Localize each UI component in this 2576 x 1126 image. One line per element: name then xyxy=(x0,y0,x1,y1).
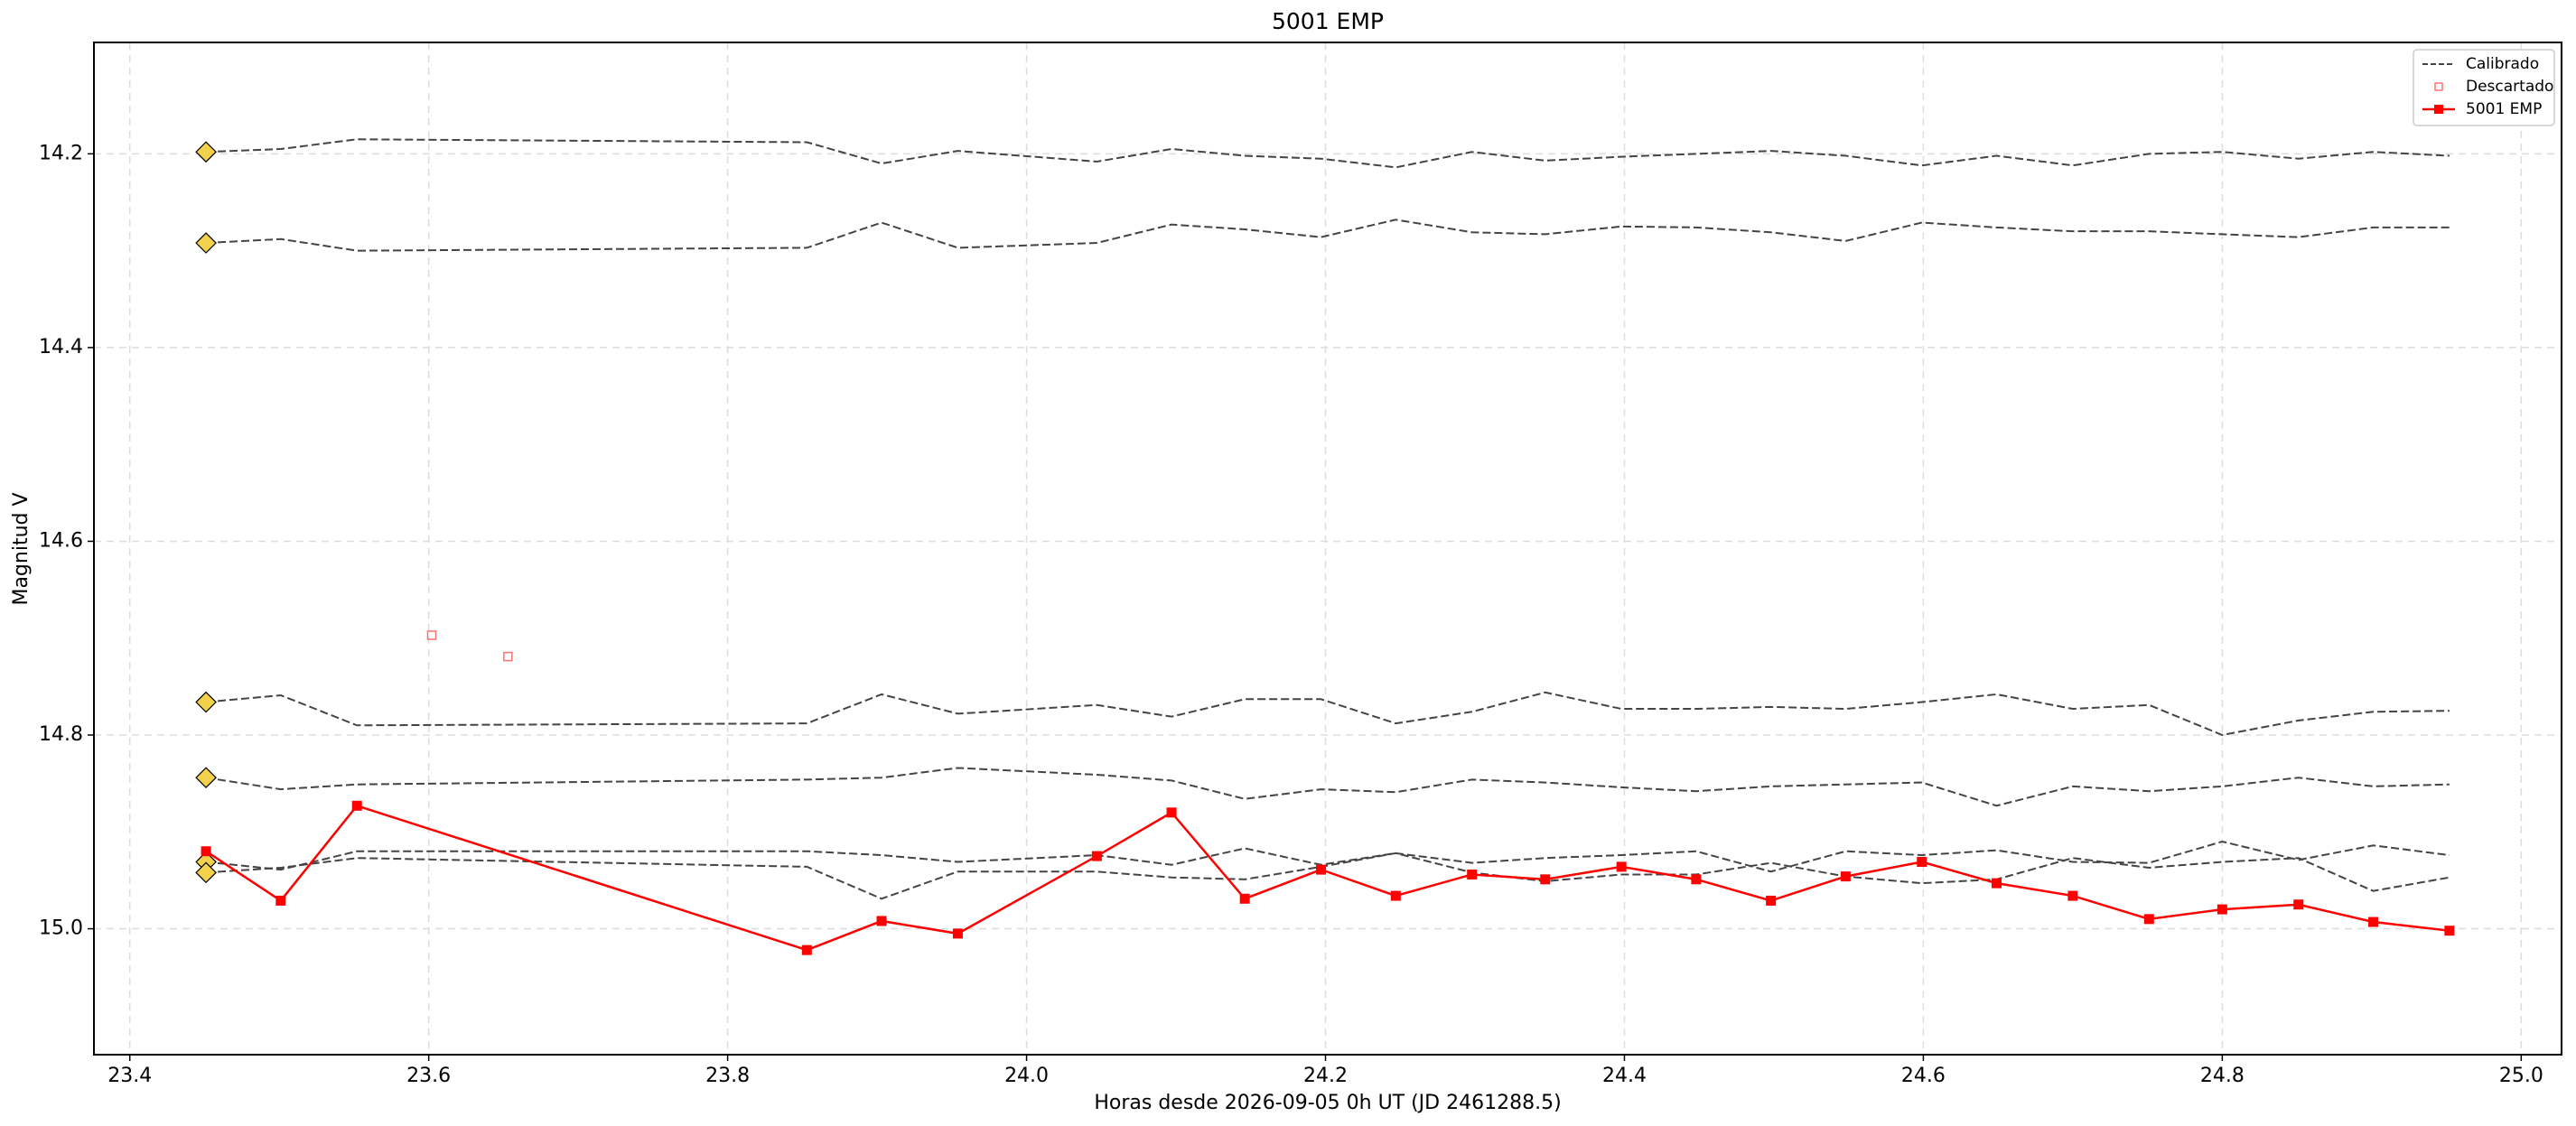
y-tick-label: 14.2 xyxy=(39,142,83,164)
calibrated-line xyxy=(206,691,2450,737)
target-point xyxy=(876,916,887,926)
x-tick-label: 25.0 xyxy=(2499,1065,2543,1087)
target-point xyxy=(1766,895,1777,906)
y-tick-label: 14.8 xyxy=(39,723,83,746)
x-tick-label: 23.8 xyxy=(705,1065,750,1087)
y-tick-label: 15.0 xyxy=(39,917,83,940)
target-point xyxy=(2217,904,2227,915)
legend-label: 5001 EMP xyxy=(2466,100,2542,118)
y-tick-label: 14.4 xyxy=(39,336,83,358)
x-axis-label: Horas desde 2026-09-05 0h UT (JD 2461288… xyxy=(1094,1092,1561,1114)
discarded-point xyxy=(426,630,437,640)
target-point xyxy=(1540,874,1551,885)
calibrated-line xyxy=(205,767,2450,807)
legend-label: Calibrado xyxy=(2466,55,2539,73)
target-point xyxy=(1917,857,1927,868)
legend-box xyxy=(2413,49,2555,126)
first-point-marker xyxy=(195,767,217,789)
chart-title: 5001 EMP xyxy=(1272,8,1384,34)
calibrated-line xyxy=(206,851,2450,900)
target-point xyxy=(351,800,362,811)
plot-frame xyxy=(93,42,2562,1056)
target-point xyxy=(1840,871,1851,882)
target-point xyxy=(2293,899,2304,910)
x-tick-label: 24.6 xyxy=(1901,1065,1946,1087)
target-point xyxy=(1467,869,1478,879)
target-point xyxy=(801,945,812,955)
target-point xyxy=(952,928,963,939)
x-tick-label: 23.6 xyxy=(406,1065,451,1087)
x-tick-label: 24.4 xyxy=(1602,1065,1647,1087)
legend-swatch xyxy=(2434,105,2443,114)
target-point xyxy=(1390,890,1401,901)
target-point xyxy=(1992,878,2002,889)
target-point xyxy=(1166,807,1177,818)
target-point xyxy=(2143,914,2154,925)
calibrated-line xyxy=(206,219,2450,252)
x-tick-label: 24.0 xyxy=(1004,1065,1049,1087)
target-point xyxy=(1616,861,1627,872)
first-point-marker xyxy=(195,861,217,884)
legend-swatch xyxy=(2434,82,2443,91)
calibrated-line xyxy=(206,138,2450,169)
x-tick-label: 24.2 xyxy=(1303,1065,1348,1087)
target-point xyxy=(2368,917,2379,927)
target-point xyxy=(2444,926,2455,936)
first-point-marker xyxy=(195,232,217,254)
first-point-marker xyxy=(195,141,217,163)
target-point xyxy=(2067,890,2078,901)
first-point-marker xyxy=(195,691,217,713)
target-point xyxy=(1091,851,1102,861)
legend-label: Descartado xyxy=(2466,78,2553,96)
y-tick-label: 14.6 xyxy=(39,529,83,552)
target-point xyxy=(275,895,286,906)
target-point xyxy=(201,846,211,857)
x-tick-label: 23.4 xyxy=(107,1065,152,1087)
target-point xyxy=(1316,864,1327,875)
x-tick-label: 24.8 xyxy=(2200,1065,2245,1087)
calibrated-line xyxy=(206,840,2450,873)
y-axis-label: Magnitud V xyxy=(10,492,33,605)
target-point xyxy=(1691,874,1702,885)
target-point xyxy=(1239,893,1250,904)
discarded-point xyxy=(503,651,513,662)
